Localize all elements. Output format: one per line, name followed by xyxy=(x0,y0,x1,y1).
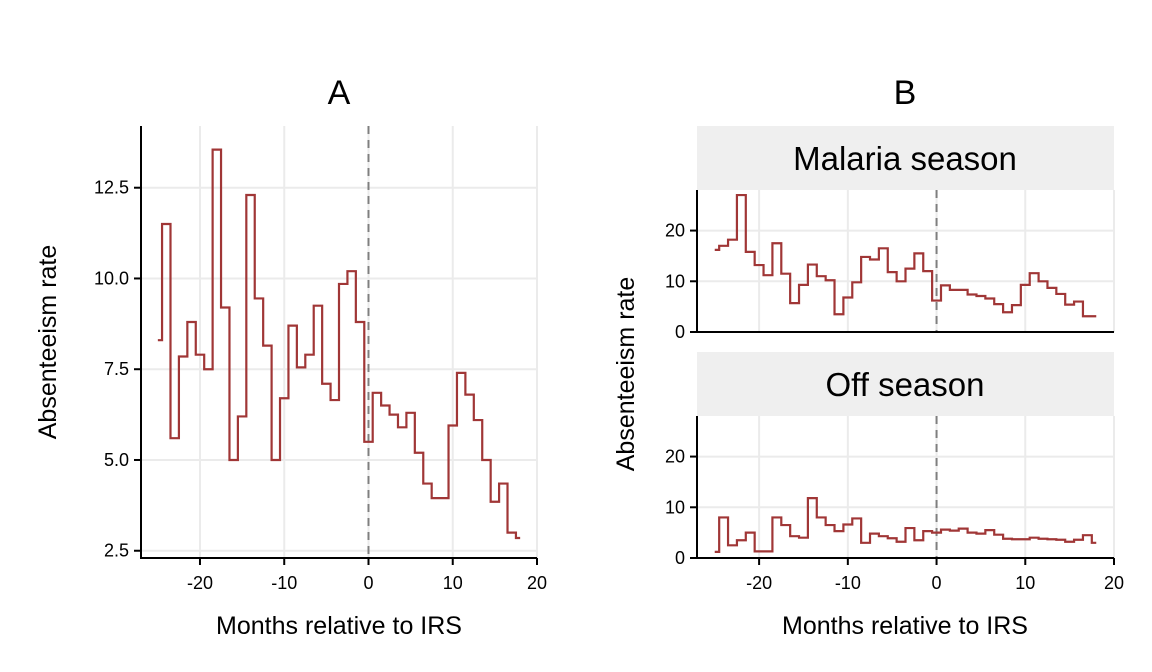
panel-a-axes: 2.5 5.0 7.5 10.0 12.5 -20 -10 0 10 20 xyxy=(94,126,547,593)
facet-malaria-grid xyxy=(697,190,1115,333)
facet-off-axes: 0 10 20 -20 -10 0 10 20 xyxy=(665,416,1124,593)
panel-a-y-axis-title: Absenteeism rate xyxy=(34,245,62,440)
facet-malaria-y-tick-label: 10 xyxy=(665,271,685,291)
panel-b-x-axis-title: Months relative to IRS xyxy=(782,612,1028,640)
facet-off-y-tick-label: 0 xyxy=(675,548,685,568)
facet-off-x-tick-label: 10 xyxy=(1015,573,1035,593)
facet-off-x-tick-label: -10 xyxy=(835,573,861,593)
panel-a-x-tick-label: -10 xyxy=(271,573,297,593)
panel-b: B Malaria season 0 10 20 Off season 0 10 20 -… xyxy=(612,74,1124,640)
facet-off-x-tick-label: 20 xyxy=(1104,573,1124,593)
facet-malaria-strip xyxy=(697,126,1114,190)
facet-off-x-tick-label: -20 xyxy=(746,573,772,593)
facet-off-series-line xyxy=(714,497,1097,554)
panel-a-y-tick-label: 2.5 xyxy=(104,541,129,561)
facet-off-strip xyxy=(697,352,1114,416)
panel-a-x-tick-label: 10 xyxy=(443,573,463,593)
facet-malaria-y-tick-label: 0 xyxy=(675,322,685,342)
facet-malaria-axes: 0 10 20 xyxy=(665,190,1114,342)
panel-a-x-tick-label: 20 xyxy=(527,573,547,593)
panel-a-y-tick-label: 12.5 xyxy=(94,178,129,198)
facet-off-y-tick-label: 10 xyxy=(665,497,685,517)
panel-a-series-line xyxy=(157,148,521,540)
panel-b-y-axis-title: Absenteeism rate xyxy=(612,277,640,472)
facet-malaria-label: Malaria season xyxy=(793,140,1017,177)
panel-a: A 2.5 5.0 7.5 10.0 12.5 -20 -10 0 10 20 Months re… xyxy=(34,74,547,640)
panel-a-title: A xyxy=(328,74,351,112)
facet-off-season: Off season 0 10 20 -20 -10 0 10 20 xyxy=(665,352,1124,593)
facet-malaria-series-line xyxy=(714,193,1097,318)
panel-b-title: B xyxy=(894,74,917,112)
panel-a-y-tick-label: 5.0 xyxy=(104,450,129,470)
panel-a-y-tick-label: 10.0 xyxy=(94,268,129,288)
facet-malaria-y-tick-label: 20 xyxy=(665,221,685,241)
facet-off-label: Off season xyxy=(826,366,985,403)
facet-off-y-tick-label: 20 xyxy=(665,447,685,467)
panel-a-y-tick-label: 7.5 xyxy=(104,359,129,379)
facet-off-x-tick-label: 0 xyxy=(932,573,942,593)
panel-a-x-tick-label: -20 xyxy=(187,573,213,593)
facet-malaria-season: Malaria season 0 10 20 xyxy=(665,126,1115,342)
panel-a-x-axis-title: Months relative to IRS xyxy=(216,612,462,640)
panel-a-x-tick-label: 0 xyxy=(363,573,373,593)
